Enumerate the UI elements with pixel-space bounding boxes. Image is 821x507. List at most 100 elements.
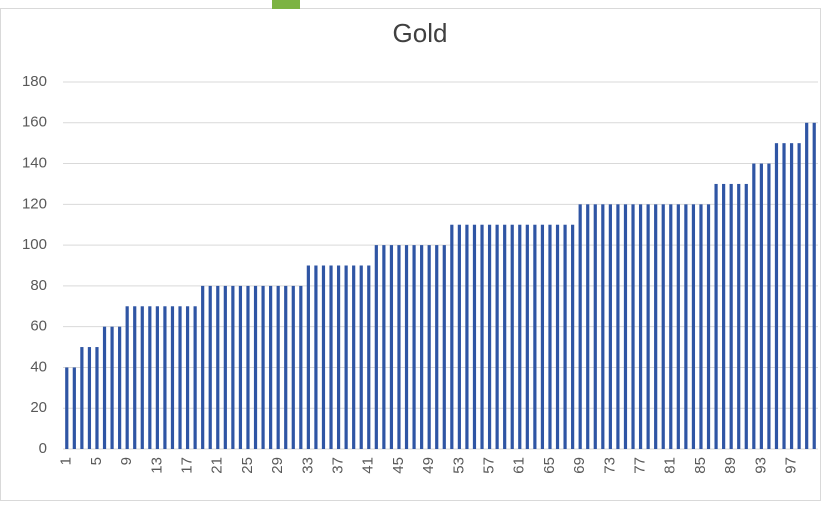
bar	[314, 265, 318, 449]
bar	[518, 224, 522, 449]
bar	[706, 204, 711, 449]
x-tick-label: 37	[330, 457, 347, 474]
bar	[336, 265, 341, 449]
bar	[427, 245, 431, 449]
bar	[714, 183, 718, 449]
bar	[480, 224, 484, 449]
bar	[269, 285, 273, 449]
y-tick-label: 160	[22, 114, 47, 131]
x-tick-label: 13	[148, 457, 165, 474]
bar	[231, 285, 235, 449]
x-tick-label: 81	[662, 457, 679, 474]
bar	[646, 204, 650, 449]
bar	[631, 204, 635, 449]
bar	[442, 245, 446, 449]
bar	[495, 224, 499, 449]
bar	[789, 143, 794, 449]
x-tick-label: 65	[541, 457, 558, 474]
tab-marker	[272, 0, 300, 9]
y-tick-label: 40	[30, 358, 47, 375]
bar	[616, 204, 620, 449]
bar	[571, 224, 575, 449]
bar	[133, 306, 137, 449]
bar	[601, 204, 605, 449]
bar	[397, 245, 401, 449]
x-tick-label: 41	[360, 457, 377, 474]
bar	[548, 224, 552, 449]
bar	[299, 285, 303, 449]
bar	[216, 285, 220, 449]
bar	[344, 265, 348, 449]
bar	[533, 224, 537, 449]
y-tick-label: 60	[30, 318, 47, 335]
x-tick-label: 1	[58, 457, 75, 465]
y-tick-label: 120	[22, 195, 47, 212]
bar	[284, 285, 288, 449]
x-tick-label: 45	[390, 457, 407, 474]
bar	[540, 224, 545, 449]
bar	[382, 245, 386, 449]
bar	[759, 163, 763, 450]
bar	[676, 204, 680, 449]
bar	[367, 265, 371, 449]
bar	[412, 245, 416, 449]
x-tick-label: 57	[481, 457, 498, 474]
x-tick-label: 85	[692, 457, 709, 474]
bar	[767, 163, 771, 450]
chart-title: Gold	[393, 18, 448, 48]
x-tick-label: 17	[179, 457, 196, 474]
x-tick-label: 25	[239, 457, 256, 474]
bar	[118, 326, 122, 449]
bar	[102, 326, 107, 449]
x-tick-label: 89	[722, 457, 739, 474]
bar	[812, 122, 816, 450]
x-tick-label: 33	[299, 457, 316, 474]
y-tick-label: 80	[30, 277, 47, 294]
bar	[125, 306, 129, 449]
x-tick-label: 53	[450, 457, 467, 474]
y-tick-label: 180	[22, 73, 47, 90]
bar	[669, 204, 673, 449]
x-tick-label: 21	[209, 457, 226, 474]
x-tick-label: 73	[601, 457, 618, 474]
x-tick-label: 9	[118, 457, 135, 465]
bar	[420, 245, 424, 449]
bar	[87, 347, 92, 449]
bar	[291, 285, 295, 449]
bar	[578, 204, 582, 449]
bar	[374, 245, 378, 449]
bar	[472, 224, 477, 449]
y-tick-label: 0	[39, 440, 47, 457]
bar	[457, 224, 461, 449]
bar	[185, 306, 190, 449]
bar	[65, 367, 69, 449]
bar	[404, 245, 409, 449]
bar	[510, 224, 514, 449]
bar	[586, 204, 590, 449]
bar	[253, 285, 258, 449]
bar	[193, 306, 197, 449]
bar	[593, 204, 597, 449]
y-tick-label: 20	[30, 399, 47, 416]
bar	[465, 224, 469, 449]
x-tick-label: 29	[269, 457, 286, 474]
bar	[797, 143, 801, 449]
bar	[201, 285, 205, 449]
x-tick-label: 93	[752, 457, 769, 474]
chart-frame	[0, 8, 821, 501]
bar	[487, 224, 492, 449]
x-tick-label: 49	[420, 457, 437, 474]
bar	[722, 183, 726, 449]
bar	[72, 367, 76, 449]
bar	[163, 306, 167, 449]
bar	[661, 204, 665, 449]
bar	[737, 183, 741, 449]
bar	[774, 143, 779, 449]
bar	[261, 285, 265, 449]
bar	[223, 285, 227, 449]
bar	[805, 122, 809, 450]
bar	[752, 163, 756, 450]
bar	[140, 306, 144, 449]
bar	[691, 204, 696, 449]
